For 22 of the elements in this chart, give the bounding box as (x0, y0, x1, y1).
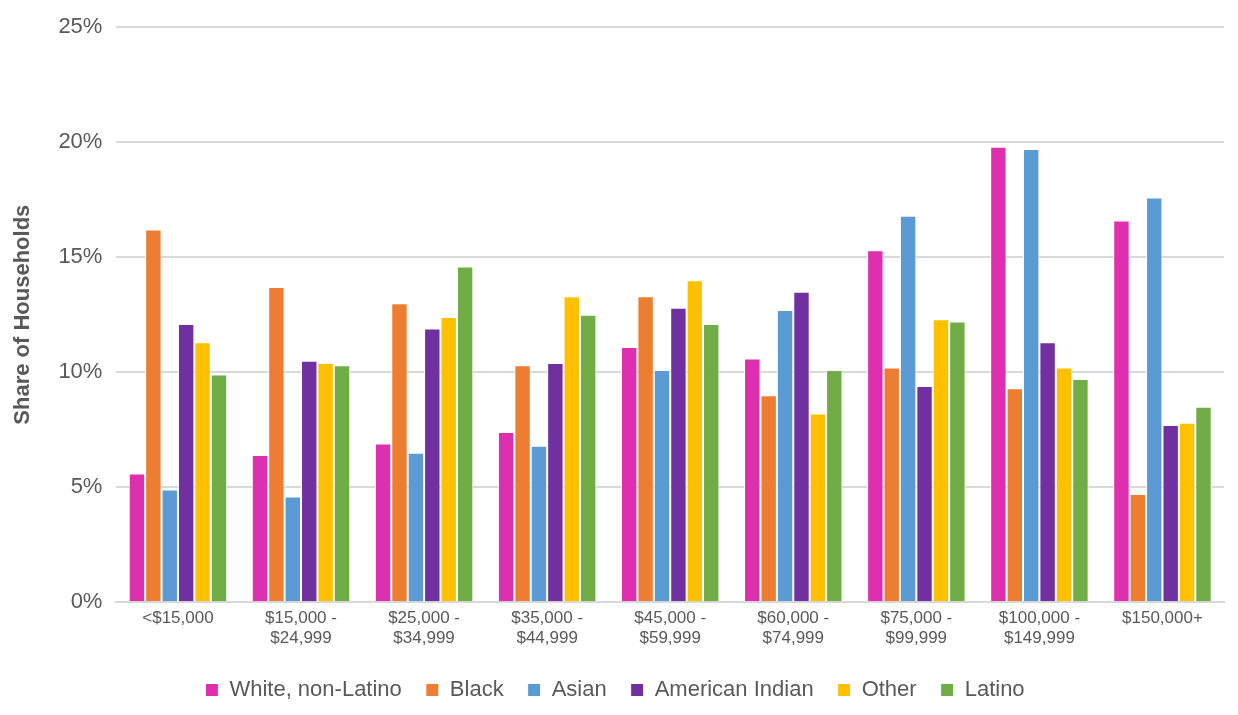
y-tick-label: 10% (58, 358, 103, 384)
legend-label: Black (449, 676, 505, 702)
legend-label: Other (861, 676, 917, 702)
legend-label: White, non-Latino (229, 676, 402, 702)
y-tick-label: 15% (58, 243, 103, 269)
x-tick-label: $100,000 - $149,999 (998, 608, 1081, 648)
x-tick-label: $15,000 - $24,999 (265, 608, 337, 648)
y-tick-label: 5% (70, 473, 103, 499)
x-tick-label: $25,000 - $34,999 (388, 608, 461, 648)
legend-label: American Indian (654, 676, 814, 702)
y-tick-label: 0% (70, 588, 103, 614)
x-tick-label: $35,000 - $44,999 (511, 608, 584, 648)
y-axis-title: Share of Households (9, 204, 35, 425)
y-tick-label: 25% (58, 13, 103, 39)
x-tick-label: $45,000 - $59,999 (634, 608, 707, 648)
x-tick-label: $60,000 - $74,999 (757, 608, 830, 648)
legend-label: Asian (551, 676, 607, 702)
y-tick-label: 20% (58, 128, 103, 154)
x-tick-label: <$15,000 (142, 608, 214, 628)
x-tick-label: $75,000 - $99,999 (880, 608, 953, 648)
x-tick-label: $150,000+ (1122, 608, 1203, 628)
legend-label: Latino (964, 676, 1025, 702)
